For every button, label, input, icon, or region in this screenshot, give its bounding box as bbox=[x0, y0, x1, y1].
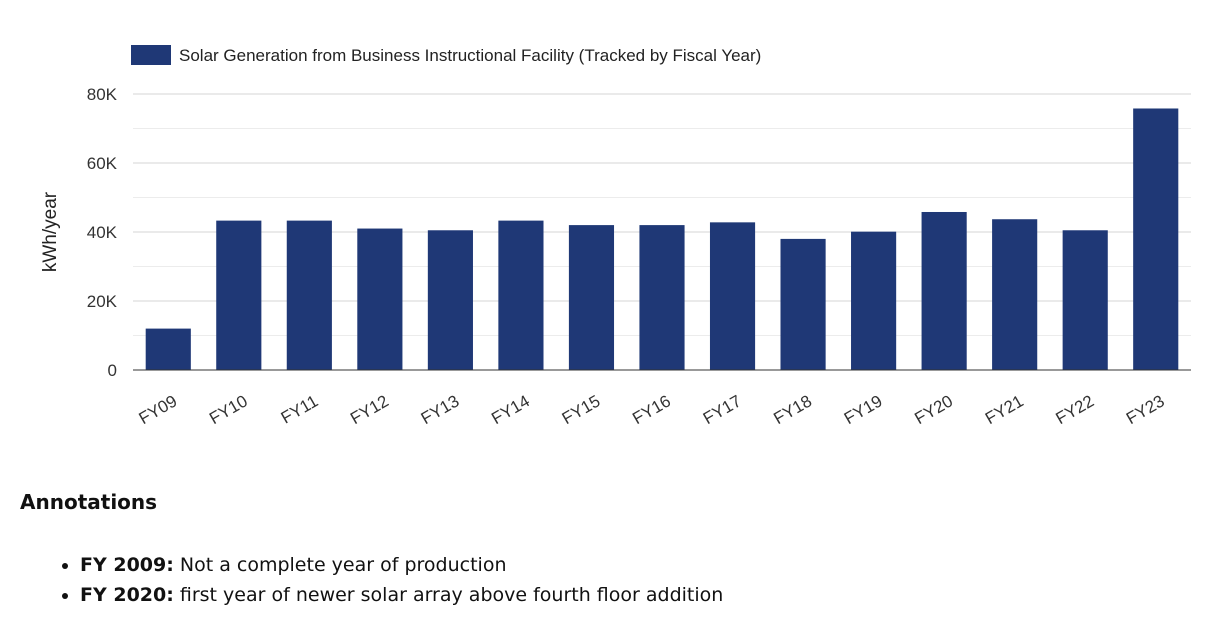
y-tick-label: 20K bbox=[87, 292, 118, 311]
x-tick-label: FY19 bbox=[841, 391, 886, 428]
x-tick-label: FY09 bbox=[136, 391, 181, 428]
bar[interactable] bbox=[286, 220, 332, 370]
annotations-section: Annotations FY 2009: Not a complete year… bbox=[20, 490, 1200, 610]
y-tick-label: 60K bbox=[87, 154, 118, 173]
x-tick-label: FY21 bbox=[982, 391, 1027, 428]
bar[interactable] bbox=[498, 220, 544, 370]
y-tick-label: 80K bbox=[87, 85, 118, 104]
annotation-label: FY 2009: bbox=[80, 554, 174, 576]
bar[interactable] bbox=[851, 231, 897, 370]
bar[interactable] bbox=[992, 219, 1038, 370]
x-tick-label: FY20 bbox=[911, 391, 956, 428]
bar[interactable] bbox=[145, 328, 191, 370]
annotation-item: FY 2009: Not a complete year of producti… bbox=[80, 550, 1200, 580]
bar[interactable] bbox=[568, 225, 615, 370]
bar[interactable] bbox=[1133, 108, 1179, 371]
x-tick-label: FY16 bbox=[629, 391, 674, 428]
bar[interactable] bbox=[216, 220, 262, 370]
legend-label: Solar Generation from Business Instructi… bbox=[179, 46, 761, 65]
x-tick-label: FY18 bbox=[770, 391, 815, 428]
legend[interactable]: Solar Generation from Business Instructi… bbox=[131, 45, 761, 65]
annotation-label: FY 2020: bbox=[80, 584, 174, 606]
y-tick-label: 40K bbox=[87, 223, 118, 242]
x-tick-label: FY14 bbox=[488, 391, 533, 428]
y-tick-label: 0 bbox=[108, 361, 117, 380]
annotation-text: first year of newer solar array above fo… bbox=[173, 584, 724, 606]
x-tick-label: FY13 bbox=[418, 391, 463, 428]
legend-swatch bbox=[131, 45, 171, 65]
bar[interactable] bbox=[427, 230, 473, 370]
x-tick-label: FY10 bbox=[206, 391, 251, 428]
bar[interactable] bbox=[357, 228, 403, 370]
bar[interactable] bbox=[921, 211, 967, 370]
x-tick-label: FY12 bbox=[347, 391, 392, 428]
annotations-list: FY 2009: Not a complete year of producti… bbox=[20, 550, 1200, 610]
x-tick-label: FY23 bbox=[1123, 391, 1168, 428]
annotation-text: Not a complete year of production bbox=[173, 554, 507, 576]
annotation-item: FY 2020: first year of newer solar array… bbox=[80, 580, 1200, 610]
x-tick-label: FY17 bbox=[700, 391, 745, 428]
annotations-heading: Annotations bbox=[20, 490, 158, 514]
bar[interactable] bbox=[639, 225, 685, 370]
x-tick-label: FY11 bbox=[278, 391, 322, 427]
x-tick-label: FY22 bbox=[1053, 391, 1098, 428]
bar[interactable] bbox=[780, 238, 826, 370]
x-tick-label: FY15 bbox=[559, 391, 604, 428]
x-tick-labels: FY09 FY10 FY11 FY12 FY13 FY14 FY15 FY16 FY17 FY18… bbox=[136, 391, 1168, 428]
y-tick-labels: 0 20K 40K 60K 80K bbox=[87, 85, 118, 380]
bars bbox=[145, 108, 1179, 371]
bar[interactable] bbox=[709, 222, 756, 370]
bar[interactable] bbox=[1062, 230, 1108, 370]
y-axis-label: kWh/year bbox=[40, 191, 61, 272]
